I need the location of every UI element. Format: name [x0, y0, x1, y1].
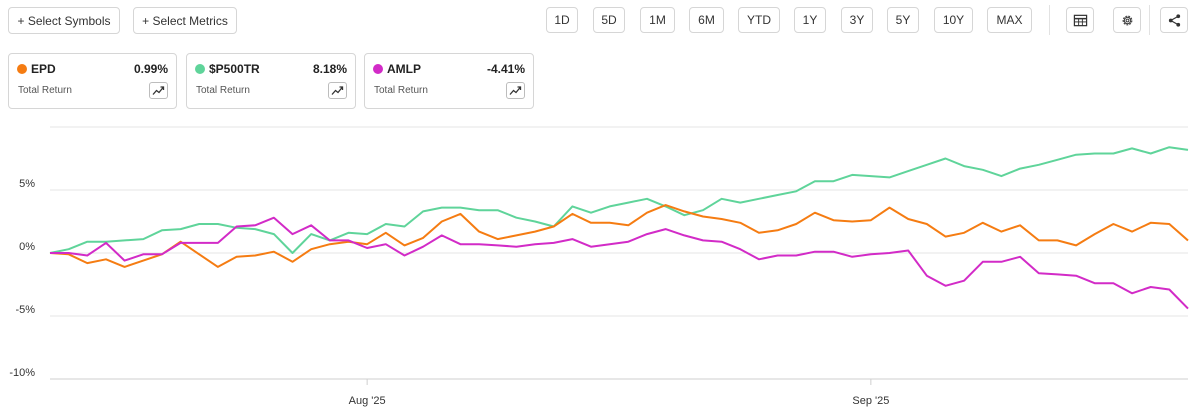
range-6m-button[interactable]: 6M: [689, 7, 724, 33]
x-tick-label: Aug '25: [349, 395, 386, 407]
x-tick-label: Sep '25: [852, 395, 889, 407]
legend-symbol: AMLP: [387, 62, 421, 76]
legend-value: -4.41%: [486, 62, 525, 76]
legend-symbol: EPD: [31, 62, 56, 76]
legend-card-sp500tr[interactable]: $P500TR 8.18% Total Return: [186, 53, 356, 109]
series-color-dot: [17, 64, 27, 74]
toolbar-divider: [1149, 5, 1150, 35]
chart-settings-button[interactable]: [1113, 7, 1141, 33]
select-symbols-button[interactable]: + Select Symbols: [8, 7, 120, 34]
trend-chart-button[interactable]: [328, 82, 347, 99]
select-metrics-button[interactable]: + Select Metrics: [133, 7, 237, 34]
legend-metric: Total Return: [374, 85, 428, 96]
range-5d-button[interactable]: 5D: [593, 7, 625, 33]
table-view-button[interactable]: [1066, 7, 1094, 33]
trend-up-icon: [509, 86, 522, 95]
legend-metric: Total Return: [196, 85, 250, 96]
series-color-dot: [373, 64, 383, 74]
range-3y-button[interactable]: 3Y: [841, 7, 873, 33]
range-5y-button[interactable]: 5Y: [887, 7, 919, 33]
y-tick-label: -5%: [15, 304, 35, 316]
range-1m-button[interactable]: 1M: [640, 7, 675, 33]
range-max-button[interactable]: MAX: [987, 7, 1032, 33]
trend-chart-button[interactable]: [149, 82, 168, 99]
series-line-amlp: [50, 216, 1189, 310]
share-button[interactable]: [1160, 7, 1188, 33]
table-icon: [1073, 14, 1087, 26]
series-line-epd: [49, 204, 1189, 268]
y-tick-label: 5%: [19, 178, 35, 190]
share-icon: [1168, 13, 1180, 27]
settings-gear-icon: [1122, 15, 1132, 25]
trend-up-icon: [152, 86, 165, 95]
series-color-dot: [195, 64, 205, 74]
legend-metric: Total Return: [18, 85, 72, 96]
range-10y-button[interactable]: 10Y: [934, 7, 973, 33]
legend-value: 8.18%: [312, 62, 347, 76]
range-ytd-button[interactable]: YTD: [738, 7, 780, 33]
legend-symbol: $P500TR: [209, 62, 260, 76]
legend-card-amlp[interactable]: AMLP -4.41% Total Return: [364, 53, 534, 109]
toolbar-divider: [1049, 5, 1050, 35]
range-1y-button[interactable]: 1Y: [794, 7, 826, 33]
legend-card-epd[interactable]: EPD 0.99% Total Return: [8, 53, 177, 109]
legend-value: 0.99%: [133, 62, 168, 76]
y-tick-label: 0%: [19, 241, 35, 253]
range-1d-button[interactable]: 1D: [546, 7, 578, 33]
trend-up-icon: [331, 86, 344, 95]
series-line-p500tr: [49, 146, 1189, 254]
trend-chart-button[interactable]: [506, 82, 525, 99]
y-tick-label: -10%: [9, 367, 35, 379]
